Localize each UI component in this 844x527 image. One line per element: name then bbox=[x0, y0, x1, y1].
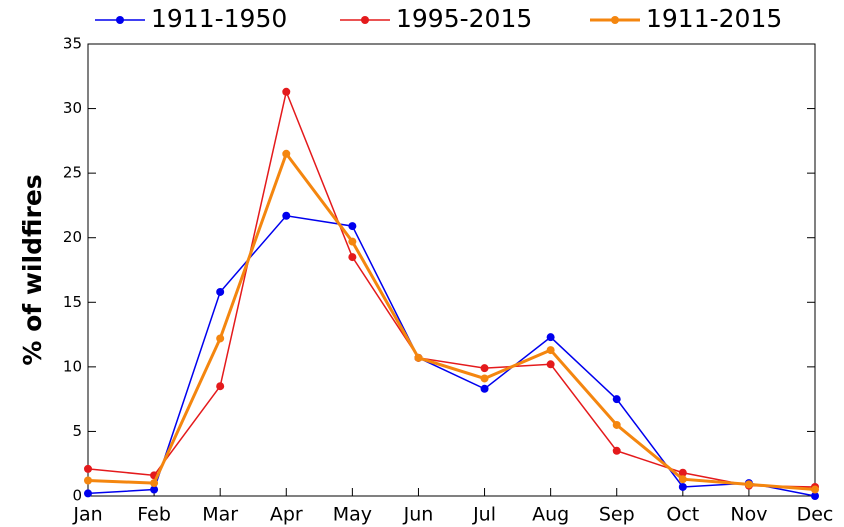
legend-label: 1995-2015 bbox=[396, 4, 532, 33]
x-tick-label: Jun bbox=[403, 504, 434, 526]
marker bbox=[282, 211, 291, 220]
marker bbox=[282, 87, 291, 96]
marker bbox=[150, 479, 159, 488]
legend-marker bbox=[116, 16, 124, 24]
marker bbox=[414, 353, 423, 362]
x-tick-label: Jan bbox=[72, 504, 102, 526]
marker bbox=[612, 446, 621, 455]
marker bbox=[612, 395, 621, 404]
y-tick-label: 0 bbox=[72, 487, 82, 505]
legend-marker bbox=[611, 16, 619, 24]
marker bbox=[678, 482, 687, 491]
marker bbox=[216, 287, 225, 296]
y-tick-label: 35 bbox=[63, 35, 82, 53]
marker bbox=[84, 476, 92, 485]
marker bbox=[480, 364, 489, 373]
y-tick-label: 15 bbox=[63, 293, 82, 311]
marker bbox=[546, 333, 555, 342]
x-tick-label: Mar bbox=[202, 504, 238, 526]
y-tick-label: 5 bbox=[72, 422, 82, 440]
legend-label: 1911-1950 bbox=[151, 4, 287, 33]
marker bbox=[612, 420, 621, 429]
y-tick-label: 25 bbox=[63, 164, 82, 182]
x-tick-label: Sep bbox=[599, 504, 635, 526]
line bbox=[87, 214, 816, 497]
x-tick-label: May bbox=[333, 504, 372, 526]
x-tick-label: Aug bbox=[532, 504, 569, 526]
line bbox=[87, 89, 816, 488]
y-tick-label: 30 bbox=[63, 99, 82, 117]
marker bbox=[546, 346, 555, 355]
marker bbox=[84, 489, 92, 498]
y-tick-label: 20 bbox=[63, 228, 82, 246]
x-tick-label: Apr bbox=[270, 504, 303, 526]
y-tick-label: 10 bbox=[63, 357, 82, 375]
marker bbox=[678, 475, 687, 484]
marker bbox=[348, 222, 357, 231]
x-tick-label: Oct bbox=[666, 504, 699, 526]
x-tick-label: Nov bbox=[730, 504, 767, 526]
marker bbox=[480, 374, 489, 383]
legend-label: 1911-2015 bbox=[646, 4, 782, 33]
marker bbox=[84, 464, 92, 473]
x-tick-label: Feb bbox=[137, 504, 171, 526]
marker bbox=[348, 237, 357, 246]
marker bbox=[744, 480, 753, 489]
marker bbox=[811, 492, 819, 500]
marker bbox=[216, 382, 225, 391]
marker bbox=[150, 485, 159, 494]
legend-marker bbox=[361, 16, 369, 24]
plot-frame bbox=[87, 43, 816, 497]
marker bbox=[811, 485, 819, 494]
marker bbox=[348, 253, 357, 262]
y-axis-label: % of wildfires bbox=[18, 174, 47, 365]
marker bbox=[480, 384, 489, 393]
marker bbox=[678, 468, 687, 477]
marker bbox=[282, 149, 291, 158]
x-tick-label: Dec bbox=[797, 504, 834, 526]
marker bbox=[546, 360, 555, 369]
line bbox=[87, 150, 816, 492]
marker bbox=[216, 334, 225, 343]
x-tick-label: Jul bbox=[472, 504, 496, 526]
